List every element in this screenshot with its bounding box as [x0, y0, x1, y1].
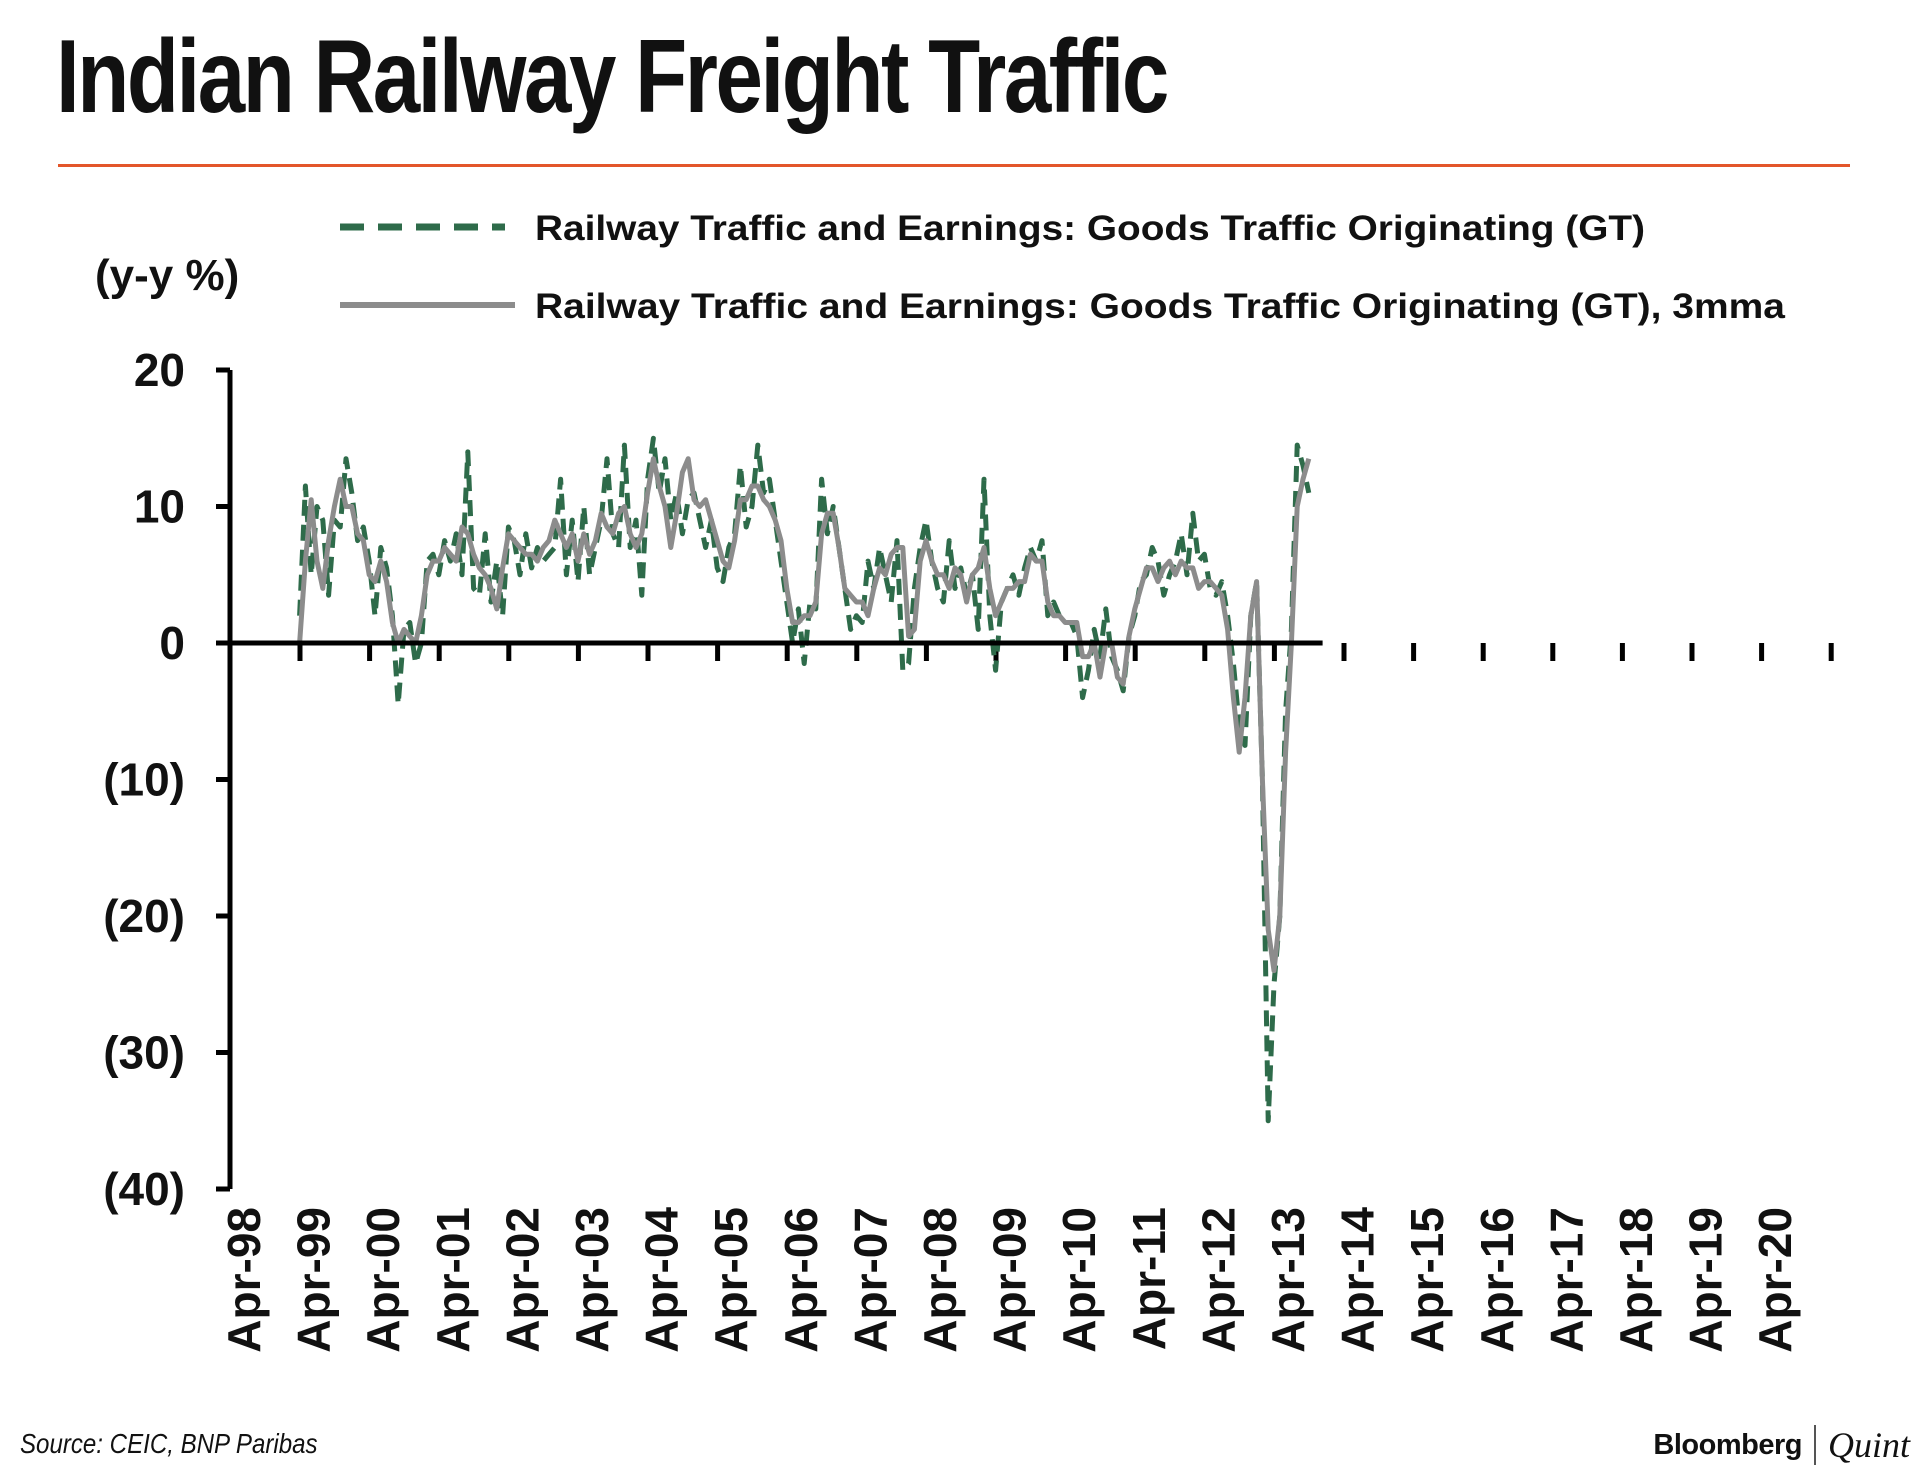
y-tick-label: (10): [103, 754, 185, 806]
x-tick-label: Apr-14: [1332, 1207, 1384, 1353]
brand-primary: Bloomberg: [1653, 1428, 1802, 1461]
x-tick-label: Apr-20: [1749, 1207, 1801, 1353]
brand-logo: Bloomberg Quint: [1653, 1424, 1910, 1466]
x-tick-label: Apr-03: [566, 1207, 618, 1353]
x-tick-label: Apr-06: [775, 1207, 827, 1353]
y-tick-label: (30): [103, 1027, 185, 1079]
series-line-3mma: [297, 456, 1312, 974]
y-tick-label: (20): [103, 890, 185, 942]
x-tick-label: Apr-04: [636, 1207, 688, 1353]
x-tick-label: Apr-17: [1540, 1207, 1592, 1353]
x-tick-label: Apr-05: [705, 1207, 757, 1353]
brand-secondary: Quint: [1827, 1425, 1910, 1465]
x-tick-label: Apr-16: [1471, 1207, 1523, 1353]
x-tick-label: Apr-08: [914, 1207, 966, 1353]
x-tick-label: Apr-02: [496, 1207, 548, 1353]
x-tick-label: Apr-11: [1123, 1207, 1175, 1350]
y-tick-label: (40): [103, 1163, 185, 1215]
x-tick-label: Apr-00: [357, 1207, 409, 1353]
x-tick-label: Apr-15: [1401, 1207, 1453, 1353]
x-tick-label: Apr-09: [984, 1207, 1036, 1353]
source-note: Source: CEIC, BNP Paribas: [20, 1428, 318, 1459]
y-tick-label: 10: [134, 481, 185, 533]
x-tick-label: Apr-99: [288, 1207, 340, 1353]
title-divider: [58, 164, 1850, 167]
x-tick-label: Apr-07: [844, 1207, 896, 1353]
x-tick-label: Apr-19: [1680, 1207, 1732, 1353]
y-tick-label: 0: [159, 617, 185, 669]
y-tick-label: 20: [134, 344, 185, 396]
x-tick-label: Apr-12: [1192, 1207, 1244, 1353]
x-tick-label: Apr-01: [427, 1207, 479, 1353]
x-tick-label: Apr-10: [1053, 1207, 1105, 1353]
x-tick-label: Apr-18: [1610, 1207, 1662, 1353]
y-axis-label: (y-y %): [95, 251, 239, 300]
series-line-gt: [297, 435, 1312, 1124]
legend-label-gt: Railway Traffic and Earnings: Goods Traf…: [535, 209, 1645, 248]
brand-divider: [1813, 1425, 1816, 1465]
x-tick-label: Apr-98: [218, 1207, 270, 1353]
legend: Railway Traffic and Earnings: Goods Traf…: [340, 209, 1786, 326]
x-tick-label: Apr-13: [1262, 1207, 1314, 1353]
page-title: Indian Railway Freight Traffic: [56, 19, 1169, 135]
legend-label-3mma: Railway Traffic and Earnings: Goods Traf…: [535, 287, 1786, 326]
